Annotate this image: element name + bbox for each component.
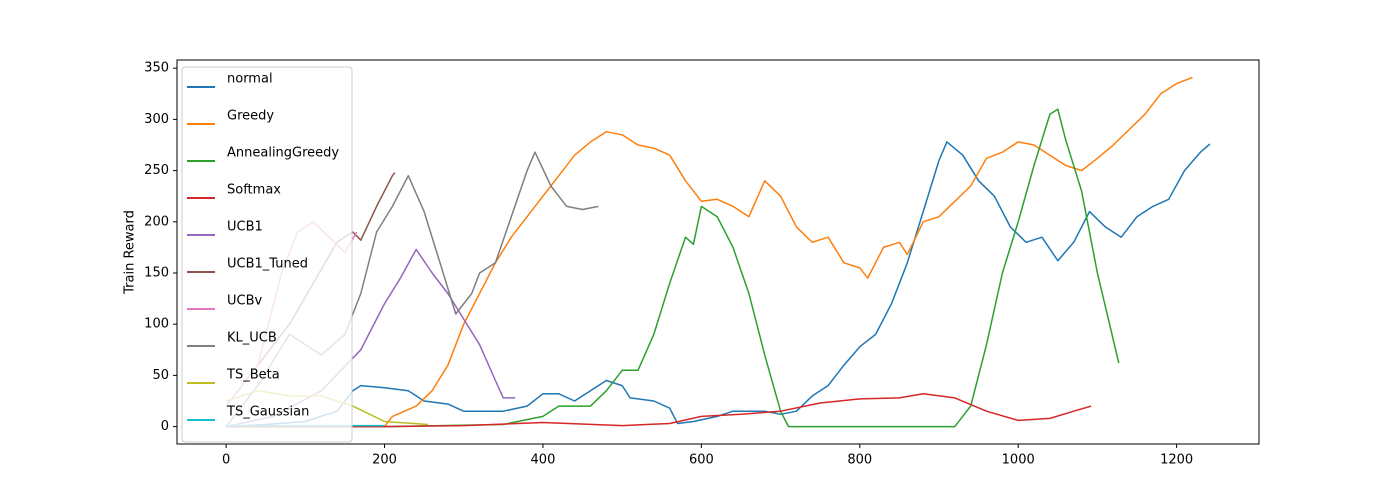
y-axis-label: Train Reward: [123, 210, 138, 295]
x-tick-label: 800: [847, 453, 872, 468]
legend-label: UCBv: [227, 294, 263, 309]
y-tick-label: 200: [144, 214, 169, 229]
series-line: [226, 108, 1120, 428]
plot-frame: [176, 59, 1260, 445]
y-tick-label: 0: [161, 419, 169, 434]
legend-label: normal: [227, 72, 273, 87]
y-tick-label: 100: [144, 317, 169, 332]
x-tick-label: 1000: [1002, 453, 1035, 468]
series-line: [226, 393, 1092, 428]
x-tick-label: 0: [222, 453, 230, 468]
x-tick-label: 1200: [1160, 453, 1193, 468]
legend-label: AnnealingGreedy: [227, 146, 339, 161]
legend-label: UCB1: [227, 220, 263, 235]
legend-label: TS_Gaussian: [226, 405, 309, 420]
x-tick-label: 600: [689, 453, 714, 468]
y-tick-label: 150: [144, 265, 169, 280]
y-tick-label: 350: [144, 61, 169, 76]
y-tick-label: 250: [144, 163, 169, 178]
legend-label: KL_UCB: [227, 331, 277, 346]
legend-box: [181, 66, 353, 443]
series-line: [226, 141, 1211, 428]
x-tick-label: 200: [372, 453, 397, 468]
x-tick-label: 400: [531, 453, 556, 468]
y-tick-label: 50: [152, 368, 169, 383]
legend-label: TS_Beta: [226, 368, 280, 383]
y-tick-label: 300: [144, 112, 169, 127]
legend-label: Greedy: [227, 109, 274, 124]
legend-label: Softmax: [227, 183, 281, 198]
legend-label: UCB1_Tuned: [227, 257, 308, 272]
